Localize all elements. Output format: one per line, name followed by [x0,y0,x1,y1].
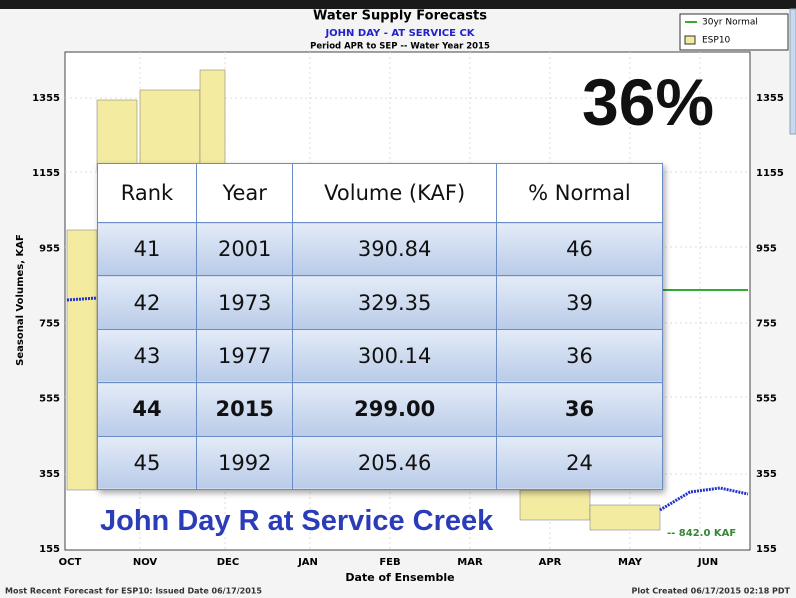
rank-table: Rank Year Volume (KAF)% Normal 41 2001 390.84… [97,163,664,491]
table-cell: 390.84 [292,221,497,277]
ensemble-boxes [66,69,661,531]
x-tick-label: MAR [457,557,483,568]
normal-label: -- 842.0 KAF [667,528,736,539]
y-ticks: 1355 1355 1155 1155 955 955 755 755 555 555 355 355… [32,93,784,555]
table-row: 45 1992 205.46 24 [97,435,664,491]
table-cell: 44 [97,382,197,437]
x-tick-label: DEC [217,557,239,568]
y-tick-label-right: 155 [756,544,777,555]
table-cell: 300.14 [292,328,497,384]
y-tick-label: 1155 [32,168,60,179]
y-tick-label: 955 [39,243,60,254]
x-tick-label: JAN [297,557,318,568]
y-tick-label-right: 1155 [756,168,784,179]
x-tick-label: MAY [618,557,643,568]
y-axis-label: Seasonal Volumes, KAF [15,234,26,366]
table-cell: 1992 [195,435,294,491]
table-cell: 41 [97,221,197,277]
table-cell: 24 [495,435,664,491]
station: JOHN DAY - AT SERVICE CK [324,28,475,39]
y-tick-label: 355 [39,469,60,480]
table-cell: 1973 [195,275,294,330]
header-row: Rank Year Volume (KAF)% Normal [97,163,664,223]
footer-right: Plot Created 06/17/2015 02:18 PDT [632,587,791,596]
header-cell: Year [195,163,294,223]
table-row: 44 2015 299.00 36 [97,382,664,437]
legend-entry: ESP10 [702,36,731,46]
header-cell: Volume (KAF) [292,163,497,223]
x-tick-label: JUN [697,557,718,568]
x-tick-label: FEB [379,557,400,568]
table-cell: 43 [97,328,197,384]
footer-left: Most Recent Forecast for ESP10: Issued D… [5,587,262,596]
y-tick-label-right: 1355 [756,93,784,104]
table-row: 43 1977 300.14 36 [97,328,664,384]
y-tick-label-right: 355 [756,469,777,480]
table-cell: 46 [495,221,664,277]
table-cell: 205.46 [292,435,497,491]
table-cell: 2001 [195,221,294,277]
header-cell: % Normal [495,163,664,223]
x-ticks: OCT NOV DEC JAN FEB MAR APR MAY JUN [59,557,718,568]
period: Period APR to SEP -- Water Year 2015 [310,42,490,52]
site-name: John Day R at Service Creek [100,505,494,537]
legend [679,13,789,51]
table-cell: 45 [97,435,197,491]
y-tick-label: 555 [39,394,60,405]
table-cell: 36 [495,328,664,384]
table-cell: 39 [495,275,664,330]
table-cell: 329.35 [292,275,497,330]
table-row: 41 2001 390.84 46 [97,221,664,277]
y-tick-label: 155 [39,544,60,555]
legend-entry: 30yr Normal [702,18,758,28]
table-cell: 36 [495,382,664,437]
table-row: 42 1973 329.35 39 [97,275,664,330]
top-bar [0,0,796,9]
x-tick-label: OCT [59,557,82,568]
chart-title: Water Supply Forecasts [313,9,487,24]
y-tick-label-right: 955 [756,243,777,254]
x-tick-label: NOV [133,557,158,568]
legend-swatch [684,35,696,45]
table-cell: 1977 [195,328,294,384]
x-tick-label: APR [539,557,562,568]
y-tick-label: 1355 [32,93,60,104]
x-axis-label: Date of Ensemble [345,571,454,584]
header-cell: Rank [97,163,197,223]
side-panel [789,8,796,135]
table-cell: 2015 [195,382,294,437]
y-tick-label: 755 [39,319,60,330]
table-cell: 42 [97,275,197,330]
table-cell: 299.00 [292,382,497,437]
y-tick-label-right: 555 [756,394,777,405]
median-trace [66,296,749,512]
y-tick-label-right: 755 [756,319,777,330]
percent-of-normal: 36% [582,65,715,139]
